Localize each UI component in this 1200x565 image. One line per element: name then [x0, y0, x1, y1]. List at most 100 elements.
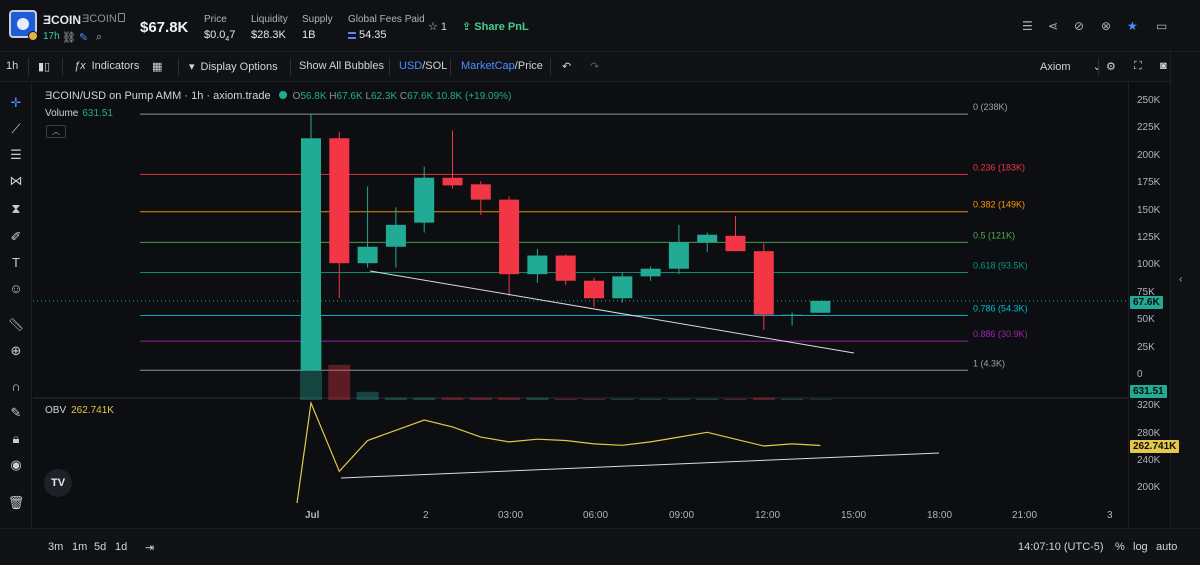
auto-toggle[interactable]: auto	[1156, 541, 1178, 553]
clock[interactable]: 14:07:10 (UTC-5)	[1018, 541, 1104, 553]
settings-icon[interactable]: ⚙	[1106, 61, 1116, 73]
watchlist-button[interactable]: ☆ 1	[428, 21, 448, 33]
price-tick-label: 150K	[1137, 204, 1161, 216]
price-tick-label: 0	[1137, 369, 1143, 380]
obv-line	[296, 400, 821, 504]
fib-level-label: 0.618 (93.5K)	[973, 261, 1028, 271]
age-badge-icon	[28, 31, 38, 41]
candle-body	[470, 184, 491, 200]
volume-bar	[696, 398, 719, 400]
volume-bar	[441, 397, 464, 400]
zoom-icon[interactable]: ⊕	[10, 343, 22, 358]
candle-body	[810, 300, 831, 313]
range-1m-button[interactable]: 1m	[72, 541, 88, 553]
layout-icon[interactable]: ▭	[1156, 19, 1168, 33]
fib-level-label: 0 (238K)	[973, 102, 1008, 112]
trash-icon[interactable]: 🗑︎	[7, 495, 25, 510]
hide-icon[interactable]: ⊘	[1074, 19, 1085, 33]
list-icon[interactable]: ☰	[1022, 19, 1033, 33]
volume-bar	[384, 397, 407, 400]
chevron-down-icon: ⌄	[1093, 61, 1102, 73]
price-tick-label: 250K	[1137, 95, 1161, 106]
projection-icon[interactable]: ⧗	[11, 201, 21, 216]
candle-body	[555, 255, 576, 281]
templates-icon[interactable]: ▦	[152, 61, 163, 73]
tradingview-logo[interactable]: TV	[44, 469, 72, 497]
ruler-icon[interactable]: 📏︎	[7, 317, 25, 332]
display-options-button[interactable]: ▾ Display Options	[189, 61, 278, 73]
caret-down-icon: ▾	[189, 61, 195, 73]
camera-icon[interactable]: ◙	[1160, 60, 1167, 72]
price-tick-label: 225K	[1137, 122, 1161, 134]
time-tick-label: 06:00	[583, 510, 609, 521]
volume-tag: 631.51	[1130, 385, 1167, 398]
visibility-icon[interactable]: ◉	[10, 457, 22, 472]
date-range-icon[interactable]: ⇥	[145, 542, 155, 554]
price-chart[interactable]: 0 (238K) 0.236 (183K) 0.382 (149K) 0.5 (121…	[33, 82, 1128, 528]
candle-body	[782, 314, 803, 316]
token-logo[interactable]	[9, 10, 37, 38]
link-icon[interactable]: ⛓	[62, 32, 76, 44]
price-tick-label: 100K	[1137, 259, 1161, 271]
market-cap-value: $67.8K	[140, 19, 189, 36]
candle-body	[668, 242, 689, 269]
crosshair-icon[interactable]: ✛	[10, 95, 22, 110]
time-tick-label: 21:00	[1012, 510, 1038, 521]
volume-bar	[413, 397, 436, 400]
fullscreen-icon[interactable]: ⛶	[1134, 60, 1142, 72]
range-3m-button[interactable]: 3m	[48, 541, 64, 553]
expand-panel-icon[interactable]: ‹	[1179, 274, 1183, 285]
search-icon[interactable]: ⌕	[96, 31, 103, 43]
interval-button[interactable]: 1h	[6, 60, 19, 72]
token-header: ƎCOIN ƎCOIN 17h ⛓ ✎ ⌕ $67.8K Price $0.04…	[0, 0, 1200, 52]
indicators-button[interactable]: ƒx Indicators	[74, 60, 140, 72]
obv-trendline	[340, 452, 940, 479]
share-pnl-button[interactable]: ⇪ Share PnL	[462, 21, 529, 33]
copy-icon[interactable]	[118, 13, 125, 22]
brush-icon[interactable]: ✐	[10, 229, 22, 244]
currency-toggle[interactable]: USD/SOL	[399, 60, 448, 72]
fib-icon[interactable]: ☰	[10, 147, 22, 162]
time-tick-label: 12:00	[755, 510, 781, 521]
emoji-icon[interactable]: ☺	[9, 281, 23, 296]
volume-bar	[752, 397, 775, 400]
candle-type-icon[interactable]: ▮▯	[38, 61, 51, 73]
ohlc-values: O56.8K H67.6K L62.3K C67.6K 10.8K (+19.0…	[292, 91, 512, 102]
percent-toggle[interactable]: %	[1115, 541, 1125, 553]
range-1d-button[interactable]: 1d	[115, 541, 128, 553]
price-tick-label: 75K	[1137, 286, 1155, 298]
fees-stat: Global Fees Paid 54.35	[348, 14, 425, 41]
time-tick-label: 2	[423, 510, 429, 521]
collapse-legend-button[interactable]: ︿	[46, 125, 66, 138]
redo-icon[interactable]: ↷	[590, 61, 600, 73]
volume-bar	[328, 364, 351, 400]
show-bubbles-button[interactable]: Show All Bubbles	[299, 60, 384, 72]
lock-icon[interactable]: 🔒︎	[12, 431, 20, 446]
chart-pane[interactable]: 0 (238K) 0.236 (183K) 0.382 (149K) 0.5 (121…	[33, 82, 1128, 528]
price-stat: Price $0.047	[204, 14, 235, 43]
lock-drawing-icon[interactable]: ✎	[10, 405, 22, 420]
undo-icon[interactable]: ↶	[562, 61, 572, 73]
time-tick-label: 18:00	[927, 510, 953, 521]
obv-tick-label: 320K	[1137, 400, 1161, 412]
edit-icon[interactable]: ✎	[79, 32, 89, 44]
symbol-title: ƎCOIN/USD on Pump AMM · 1h · axiom.trade	[45, 90, 271, 102]
log-toggle[interactable]: log	[1133, 541, 1148, 553]
fib-level-label: 0.786 (54.3K)	[973, 303, 1028, 313]
trendline-icon[interactable]: ⟋	[11, 121, 21, 136]
provider-select[interactable]: Axiom⌄	[1040, 60, 1102, 73]
share-icon[interactable]: ⋖	[1048, 19, 1059, 33]
metric-toggle[interactable]: MarketCap/Price	[461, 60, 543, 72]
star-icon[interactable]: ★	[1127, 19, 1138, 33]
text-icon[interactable]: T	[12, 255, 20, 270]
range-5d-button[interactable]: 5d	[94, 541, 107, 553]
hide-bubbles-icon[interactable]: ⊗	[1101, 19, 1112, 33]
candle-body	[499, 199, 520, 275]
fib-level-label: 0.5 (121K)	[973, 230, 1015, 240]
pattern-icon[interactable]: ⋈	[9, 173, 23, 188]
time-tick-label: 15:00	[841, 510, 867, 521]
magnet-icon[interactable]: ∩	[11, 379, 21, 394]
candle-body	[753, 251, 774, 315]
status-dot-icon	[278, 91, 287, 99]
volume-bar	[356, 391, 379, 400]
